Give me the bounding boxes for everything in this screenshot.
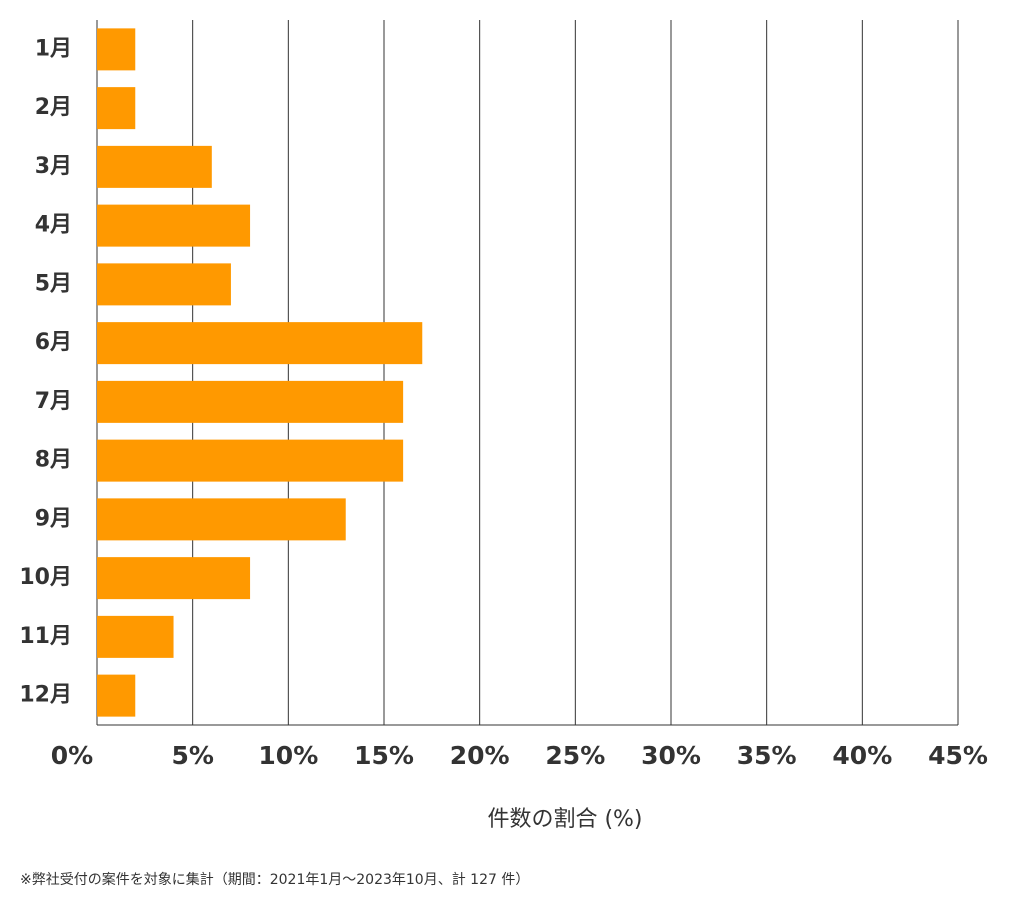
y-tick-label: 9月 bbox=[35, 506, 72, 531]
bar bbox=[97, 439, 404, 482]
x-axis-title: 件数の割合 (%) bbox=[487, 807, 642, 832]
y-tick-label: 7月 bbox=[35, 389, 72, 414]
x-tick-label: 40% bbox=[832, 741, 892, 770]
y-tick-label: 11月 bbox=[19, 624, 72, 649]
x-tick-label: 5% bbox=[171, 741, 213, 770]
bar bbox=[97, 615, 174, 658]
bar bbox=[97, 263, 231, 306]
bar bbox=[97, 87, 136, 130]
y-tick-label: 6月 bbox=[35, 330, 72, 355]
bar bbox=[97, 322, 423, 365]
x-tick-label: 35% bbox=[737, 741, 797, 770]
y-tick-label: 8月 bbox=[35, 448, 72, 473]
x-tick-label: 45% bbox=[928, 741, 988, 770]
y-tick-label: 10月 bbox=[19, 565, 72, 590]
y-tick-label: 5月 bbox=[35, 271, 72, 296]
y-tick-label: 4月 bbox=[35, 213, 72, 238]
x-tick-label: 30% bbox=[641, 741, 701, 770]
bar bbox=[97, 28, 136, 71]
bar bbox=[97, 380, 404, 423]
y-tick-label: 3月 bbox=[35, 154, 72, 179]
x-tick-label: 25% bbox=[545, 741, 605, 770]
x-tick-label: 10% bbox=[258, 741, 318, 770]
y-tick-label: 1月 bbox=[35, 36, 72, 61]
bar bbox=[97, 204, 251, 247]
x-tick-label: 20% bbox=[450, 741, 510, 770]
x-tick-label: 15% bbox=[354, 741, 414, 770]
footnote: ※弊社受付の案件を対象に集計（期間：2021年1月～2023年10月、計 127… bbox=[20, 871, 529, 888]
y-tick-label: 2月 bbox=[35, 95, 72, 120]
bar bbox=[97, 145, 212, 188]
bar bbox=[97, 674, 136, 717]
y-tick-label: 12月 bbox=[19, 683, 72, 708]
x-tick-label: 0% bbox=[51, 741, 93, 770]
bar bbox=[97, 498, 346, 541]
bar bbox=[97, 557, 251, 600]
